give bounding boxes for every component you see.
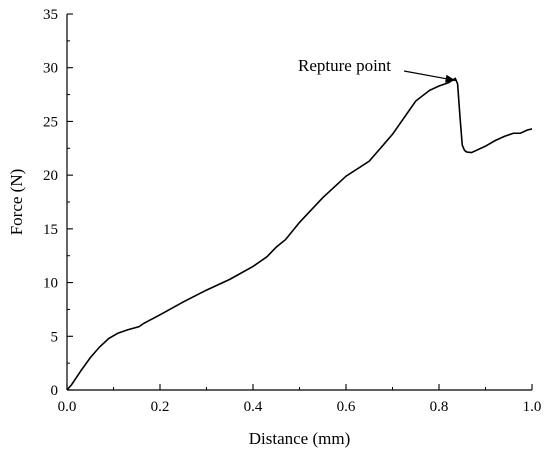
x-tick-label: 0.0 (58, 399, 77, 415)
annotation-label: Repture point (298, 56, 391, 75)
y-tick-label: 30 (43, 61, 58, 77)
y-tick-label: 25 (43, 114, 58, 130)
annotation-arrow-head (445, 74, 456, 83)
y-axis: 0 5 10 15 20 25 30 35 (43, 7, 73, 399)
y-tick-label: 0 (51, 383, 59, 399)
y-tick-label: 35 (43, 7, 58, 23)
series-line (66, 77, 533, 391)
x-axis-title: Distance (mm) (249, 429, 351, 448)
x-tick-label: 0.4 (244, 399, 263, 415)
y-tick-label: 10 (43, 276, 58, 292)
x-tick-label: 0.8 (430, 399, 449, 415)
y-tick-label: 5 (51, 329, 59, 345)
x-axis: 0.0 0.2 0.4 0.6 0.8 1.0 (58, 384, 542, 415)
x-tick-label: 1.0 (523, 399, 542, 415)
annotations: Repture point (298, 56, 456, 83)
x-tick-label: 0.2 (151, 399, 170, 415)
y-axis-title: Force (N) (7, 169, 26, 236)
x-tick-label: 0.6 (337, 399, 356, 415)
y-tick-label: 15 (43, 222, 58, 238)
y-tick-label: 20 (43, 168, 58, 184)
